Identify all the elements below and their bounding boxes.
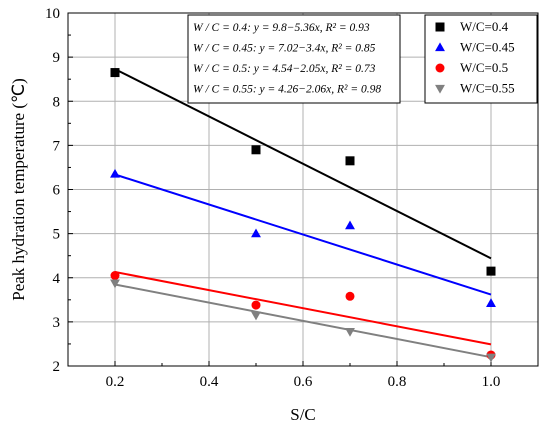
equation-0: W / C = 0.4: y = 9.8−5.36x, R² = 0.93 (193, 22, 370, 34)
x-tick-label: 0.2 (106, 374, 125, 390)
legend: W/C=0.4 W/C=0.45 W/C=0.5 W/C=0.55 (424, 14, 538, 104)
x-tick-label: 1.0 (482, 374, 501, 390)
y-tick-label: 8 (53, 94, 61, 110)
y-tick-label: 5 (53, 227, 61, 243)
y-tick-label: 3 (53, 315, 61, 331)
equation-2: W / C = 0.5: y = 4.54−2.05x, R² = 0.73 (193, 63, 376, 75)
data-point-0-0 (110, 68, 120, 78)
y-tick-label: 10 (45, 6, 60, 22)
equation-3: W / C = 0.55: y = 4.26−2.06x, R² = 0.98 (193, 84, 381, 96)
x-axis-label: S/C (290, 405, 316, 424)
y-tick-label: 4 (53, 271, 61, 287)
legend-marker-3 (435, 84, 445, 94)
fit-line-3 (114, 283, 492, 359)
data-point-1-0 (110, 168, 120, 178)
data-point-1-2 (345, 220, 355, 230)
equation-1: W / C = 0.45: y = 7.02−3.4x, R² = 0.85 (193, 43, 376, 55)
data-point-2-2 (345, 291, 355, 301)
y-tick-label: 7 (53, 138, 61, 154)
data-point-3-0 (110, 279, 120, 289)
data-point-0-3 (486, 266, 496, 276)
data-point-1-3 (486, 298, 496, 307)
x-tick-label: 0.8 (388, 374, 407, 390)
legend-label-2: W/C=0.5 (460, 60, 508, 75)
axis-ticks: 0.2 0.4 0.6 0.8 1.0 2 3 4 5 6 7 8 9 10 (45, 6, 539, 390)
data-point-1-1 (251, 228, 261, 238)
data-point-3-2 (345, 327, 355, 337)
equation-box: W / C = 0.4: y = 9.8−5.36x, R² = 0.93 W /… (187, 14, 401, 104)
fit-line-1 (114, 173, 492, 296)
legend-label-3: W/C=0.55 (460, 81, 515, 96)
x-tick-label: 0.4 (200, 374, 219, 390)
y-tick-label: 6 (53, 183, 61, 199)
legend-label-0: W/C=0.4 (460, 19, 509, 34)
y-tick-label: 9 (53, 50, 61, 66)
fit-line-2 (114, 271, 492, 346)
legend-marker-0 (435, 22, 445, 32)
data-point-3-1 (251, 311, 261, 321)
data-point-0-2 (345, 156, 355, 166)
fit-line-0 (114, 68, 492, 260)
equation-box-frame (187, 14, 401, 104)
legend-marker-1 (435, 42, 445, 52)
y-tick-label: 2 (53, 359, 61, 375)
data-point-0-1 (251, 145, 261, 155)
legend-marker-2 (435, 63, 445, 73)
data-point-3-3 (486, 353, 496, 363)
data-points (110, 68, 496, 363)
x-tick-label: 0.6 (294, 374, 313, 390)
fit-lines (114, 68, 492, 359)
y-axis-label: Peak hydration temperature (℃) (9, 78, 28, 301)
data-point-2-0 (110, 271, 120, 281)
legend-label-1: W/C=0.45 (460, 40, 515, 55)
data-point-2-1 (251, 300, 261, 310)
